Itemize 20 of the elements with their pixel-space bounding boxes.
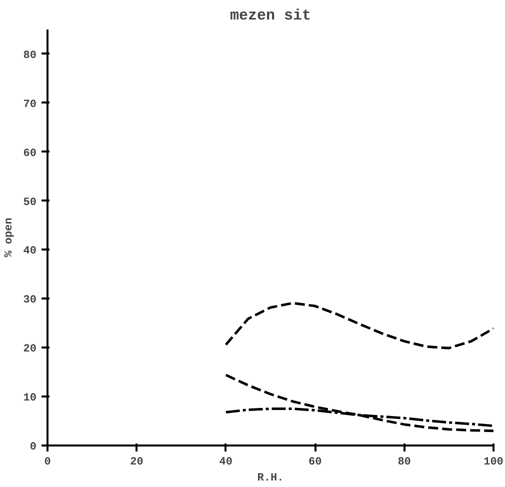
line-series xyxy=(224,374,494,432)
y-axis-title: % open xyxy=(3,218,16,258)
y-tick-label: 0 xyxy=(30,442,37,454)
x-tick-label: 60 xyxy=(308,456,322,468)
x-tick-label: 80 xyxy=(398,456,411,468)
x-tick-label: 20 xyxy=(130,456,144,468)
line-series xyxy=(224,302,494,350)
x-axis-title: R.H. xyxy=(257,472,284,484)
x-tick-label: 40 xyxy=(219,456,232,468)
x-tick-label: 0 xyxy=(44,456,51,468)
y-tick-label: 50 xyxy=(23,196,36,209)
y-tick-label: 20 xyxy=(23,344,36,356)
y-tick-label: 70 xyxy=(23,98,36,111)
y-tick-label: 40 xyxy=(23,246,36,258)
y-tick-label: 60 xyxy=(23,148,36,160)
x-tick-label: 100 xyxy=(484,456,504,468)
y-tick-label: 10 xyxy=(23,392,36,405)
y-tick-label: 30 xyxy=(23,294,36,307)
y-tick-label: 80 xyxy=(23,50,36,62)
chart-title: mezen sit xyxy=(230,8,312,24)
